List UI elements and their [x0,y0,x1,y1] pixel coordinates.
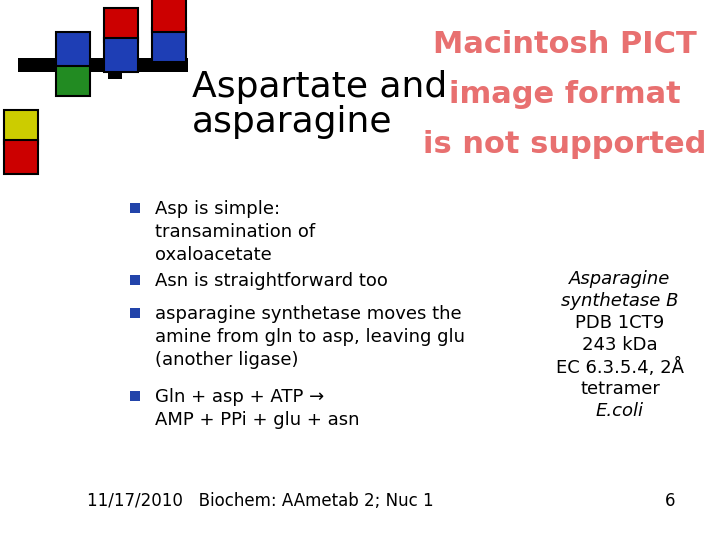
Bar [56,32,90,66]
Text: 11/17/2010   Biochem: AAmetab 2; Nuc 1: 11/17/2010 Biochem: AAmetab 2; Nuc 1 [86,492,433,510]
Text: image format: image format [449,80,681,109]
Bar [130,203,140,213]
Text: Macintosh PICT: Macintosh PICT [433,30,697,59]
Bar [152,28,186,62]
Bar [4,110,38,144]
Bar [108,25,122,79]
Text: synthetase B: synthetase B [562,292,679,310]
Bar [4,140,38,174]
Bar [104,38,138,72]
Bar [130,308,140,318]
Text: Aspartate and: Aspartate and [192,70,447,104]
Text: asparagine synthetase moves the
amine from gln to asp, leaving glu
(another liga: asparagine synthetase moves the amine fr… [155,305,465,369]
Text: Asn is straightforward too: Asn is straightforward too [155,272,388,290]
Text: EC 6.3.5.4, 2Å: EC 6.3.5.4, 2Å [556,358,684,377]
Bar [18,58,188,72]
Bar [56,62,90,96]
Text: is not supported: is not supported [423,130,707,159]
Text: Asp is simple:
transamination of
oxaloacetate: Asp is simple: transamination of oxaloac… [155,200,315,264]
Text: E.coli: E.coli [596,402,644,420]
Bar [60,38,74,92]
Text: 243 kDa: 243 kDa [582,336,658,354]
Text: Asparagine: Asparagine [570,270,671,288]
Text: Gln + asp + ATP →
AMP + PPi + glu + asn: Gln + asp + ATP → AMP + PPi + glu + asn [155,388,359,429]
Bar [152,0,186,32]
Text: asparagine: asparagine [192,105,392,139]
Bar [104,8,138,42]
Text: 6: 6 [665,492,675,510]
Bar [130,275,140,285]
Text: tetramer: tetramer [580,380,660,398]
Bar [130,391,140,401]
Text: PDB 1CT9: PDB 1CT9 [575,314,665,332]
